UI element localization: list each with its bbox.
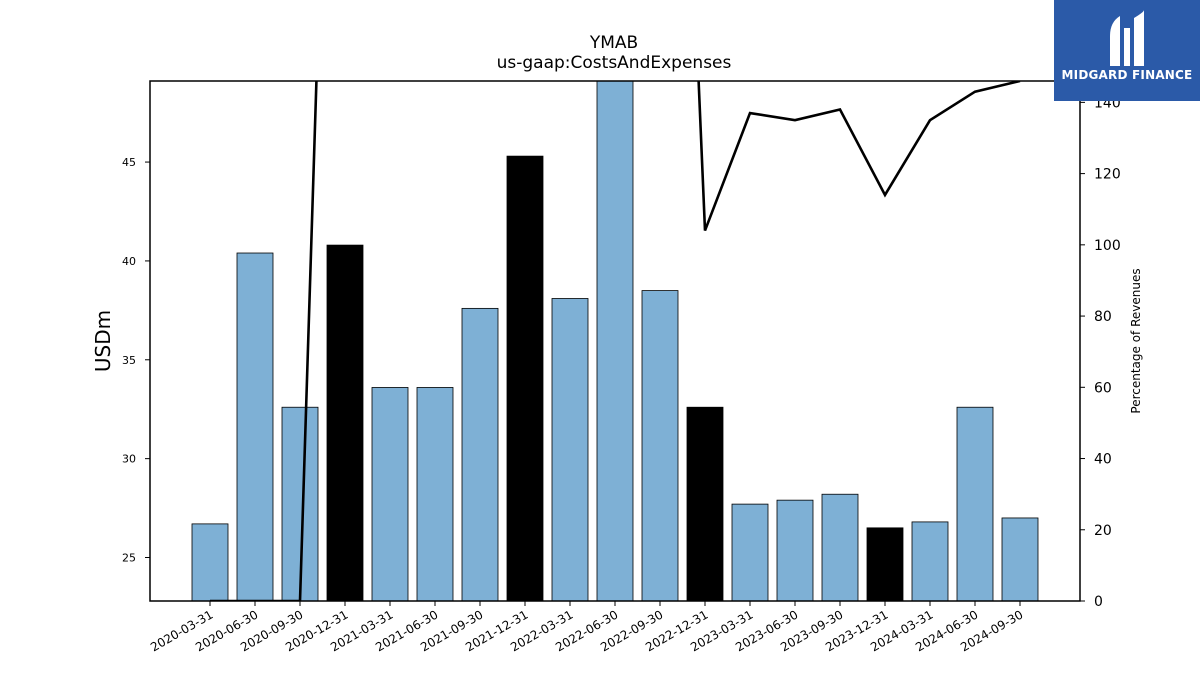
bar-2020-03-31: [191, 523, 229, 601]
bar-2023-09-30: [821, 493, 859, 601]
brand-logo: MIDGARD FINANCE: [1054, 0, 1200, 101]
line-segment-1: [697, 81, 1021, 232]
bar-2024-03-31: [911, 521, 949, 601]
left-axis-ticks: 25 30 35 40 45: [122, 156, 150, 565]
y2-tick-label: 60: [1094, 380, 1112, 396]
bar-2023-03-31: [731, 503, 769, 601]
bar-2022-06-30: [596, 81, 634, 601]
y-tick-label: 45: [122, 156, 136, 169]
y-tick-label: 25: [122, 552, 136, 565]
line-segment-0: [210, 81, 318, 601]
chart-subtitle: us-gaap:CostsAndExpenses: [497, 53, 732, 73]
y-tick-label: 35: [122, 354, 136, 367]
y2-tick-label: 40: [1094, 452, 1112, 468]
bar-2022-12-31: [686, 406, 724, 601]
bar-2022-09-30: [641, 290, 679, 601]
bar-2021-03-31: [371, 387, 409, 601]
bar-2023-06-30: [776, 499, 814, 601]
bar-2022-03-31: [551, 298, 589, 601]
line-group: [210, 81, 1021, 601]
y-axis-label: USDm: [91, 310, 115, 372]
bar-2020-12-31: [326, 244, 364, 601]
bar-2021-12-31: [506, 155, 544, 601]
y2-tick-label: 20: [1094, 523, 1112, 539]
bar-2024-06-30: [956, 406, 994, 601]
bars-group: [191, 81, 1039, 601]
bar-2021-09-30: [461, 307, 499, 601]
y2-tick-label: 80: [1094, 309, 1112, 325]
bar-2021-06-30: [416, 387, 454, 601]
y2-tick-label: 0: [1094, 594, 1103, 610]
y-tick-label: 30: [122, 453, 136, 466]
y2-tick-label: 120: [1094, 167, 1121, 183]
brand-name: MIDGARD FINANCE: [1061, 68, 1193, 82]
y2-tick-label: 100: [1094, 238, 1121, 254]
bar-2024-09-30: [1001, 517, 1039, 601]
chart-title: YMAB: [589, 33, 638, 53]
bar-2020-06-30: [236, 252, 274, 601]
bar-2023-12-31: [866, 527, 904, 601]
y2-axis-label: Percentage of Revenues: [1129, 268, 1143, 413]
y-tick-label: 40: [122, 255, 136, 268]
x-axis-ticks: 2020-03-312020-06-302020-09-302020-12-31…: [148, 601, 1026, 654]
logo-mark-icon: [1110, 10, 1144, 66]
